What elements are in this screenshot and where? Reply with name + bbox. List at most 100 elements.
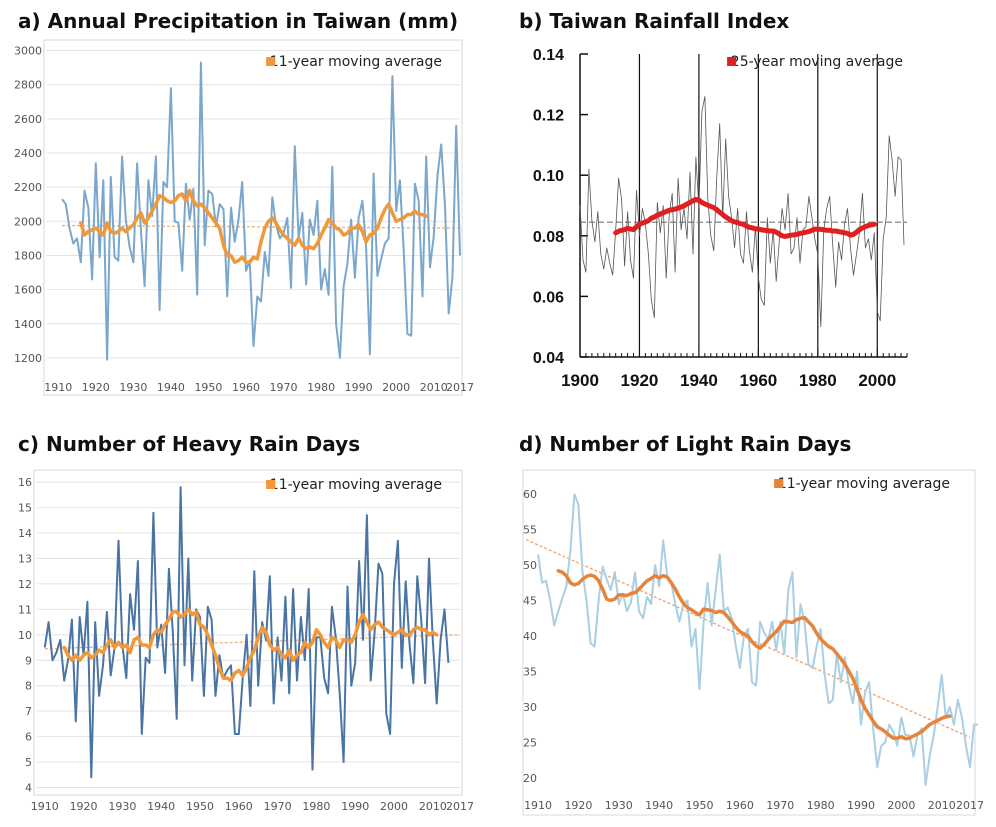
legend-label: 11-year moving average bbox=[270, 54, 442, 70]
x-tick-label: 1990 bbox=[345, 381, 373, 394]
legend-label: 25-year moving average bbox=[731, 54, 903, 70]
x-tick-label: 2010 bbox=[928, 799, 956, 812]
y-tick-label: 20 bbox=[523, 772, 537, 785]
x-tick-label: 1960 bbox=[726, 799, 754, 812]
x-tick-label: 1980 bbox=[799, 371, 837, 390]
y-tick-label: 10 bbox=[18, 629, 32, 642]
y-tick-label: 35 bbox=[523, 665, 537, 678]
legend-swatch bbox=[774, 479, 784, 488]
y-tick-label: 2600 bbox=[14, 113, 42, 126]
x-tick-label: 1990 bbox=[847, 799, 875, 812]
x-tick-label: 1980 bbox=[307, 381, 335, 394]
x-tick-label: 1940 bbox=[157, 381, 185, 394]
x-tick-label: 1930 bbox=[108, 800, 136, 813]
x-tick-label: 1990 bbox=[341, 800, 369, 813]
x-tick-label: 1900 bbox=[561, 371, 599, 390]
x-tick-label: 1980 bbox=[807, 799, 835, 812]
x-tick-label: 1950 bbox=[194, 381, 222, 394]
panel-b: 0.04 0.06 0.08 0.10 0.12 0.14 1900 1920 1940 1960… bbox=[523, 40, 912, 400]
series-annual-line bbox=[61, 61, 461, 361]
x-tick-label: 1920 bbox=[621, 371, 659, 390]
y-tick-label: 1200 bbox=[14, 352, 42, 365]
y-tick-label: 6 bbox=[25, 731, 32, 744]
y-tick-label: 12 bbox=[18, 578, 32, 591]
panel-b-title: b) Taiwan Rainfall Index bbox=[519, 9, 790, 33]
x-tick-label: 1930 bbox=[605, 799, 633, 812]
y-tick-label: 40 bbox=[523, 630, 537, 643]
y-tick-label: 9 bbox=[25, 654, 32, 667]
x-tick-label: 1920 bbox=[70, 800, 98, 813]
x-tick-label: 1970 bbox=[766, 799, 794, 812]
y-tick-label: 0.04 bbox=[533, 350, 564, 367]
x-tick-label: 2017 bbox=[446, 800, 474, 813]
panel-c: 4 5 6 7 8 9 10 11 12 13 14 15 16 1910 1920 1930 1940 1950… bbox=[18, 469, 474, 813]
y-tick-label: 14 bbox=[18, 527, 32, 540]
legend-swatch bbox=[266, 480, 276, 489]
series-annual-line bbox=[43, 486, 450, 779]
x-tick-label: 2000 bbox=[858, 371, 896, 390]
x-tick-label: 1970 bbox=[270, 381, 298, 394]
y-tick-label: 60 bbox=[523, 488, 537, 501]
y-tick-label: 11 bbox=[18, 603, 32, 616]
x-tick-label: 2010 bbox=[419, 800, 447, 813]
series-moving-average-line bbox=[79, 188, 428, 265]
y-tick-label: 50 bbox=[523, 559, 537, 572]
y-tick-label: 55 bbox=[523, 524, 537, 537]
x-tick-label: 2017 bbox=[446, 381, 474, 394]
x-tick-label: 1980 bbox=[302, 800, 330, 813]
x-tick-label: 1930 bbox=[119, 381, 147, 394]
x-tick-label: 1920 bbox=[82, 381, 110, 394]
legend-label: 11-year moving average bbox=[778, 476, 950, 492]
x-tick-label: 2000 bbox=[887, 799, 915, 812]
x-tick-label: 1960 bbox=[739, 371, 777, 390]
y-tick-label: 15 bbox=[18, 502, 32, 515]
series-annual-line bbox=[579, 96, 905, 328]
legend-swatch bbox=[266, 57, 276, 66]
panel-d: 20 25 30 35 40 45 50 55 60 1910 1920 1930 1940 1950 19… bbox=[522, 469, 984, 816]
x-tick-label: 1960 bbox=[232, 381, 260, 394]
x-tick-label: 1960 bbox=[225, 800, 253, 813]
x-tick-label: 2010 bbox=[420, 381, 448, 394]
x-tick-label: 1940 bbox=[680, 371, 718, 390]
y-tick-label: 4 bbox=[25, 781, 32, 794]
y-tick-label: 16 bbox=[18, 476, 32, 489]
y-tick-label: 1400 bbox=[14, 318, 42, 331]
x-tick-label: 1910 bbox=[31, 800, 59, 813]
y-tick-label: 2000 bbox=[14, 215, 42, 228]
legend-swatch bbox=[727, 57, 737, 66]
y-tick-label: 0.12 bbox=[533, 108, 564, 125]
plot-background bbox=[523, 40, 912, 400]
y-tick-label: 2800 bbox=[14, 79, 42, 92]
trend-line bbox=[525, 538, 971, 738]
y-tick-label: 2200 bbox=[14, 181, 42, 194]
y-tick-label: 45 bbox=[523, 595, 537, 608]
y-tick-label: 0.06 bbox=[533, 289, 564, 306]
y-tick-label: 2400 bbox=[14, 147, 42, 160]
x-tick-label: 1940 bbox=[147, 800, 175, 813]
y-tick-label: 13 bbox=[18, 552, 32, 565]
y-tick-label: 0.10 bbox=[533, 168, 564, 185]
x-tick-label: 1910 bbox=[44, 381, 72, 394]
panel-a: 1200 1400 1600 1800 2000 2200 2400 2600 2800 3000… bbox=[14, 39, 474, 396]
y-tick-label: 8 bbox=[25, 680, 32, 693]
y-tick-label: 5 bbox=[25, 756, 32, 769]
series-moving-average-line bbox=[62, 607, 439, 683]
y-tick-label: 25 bbox=[523, 736, 537, 749]
series-moving-average-line bbox=[613, 196, 877, 239]
x-tick-label: 1950 bbox=[686, 799, 714, 812]
x-tick-label: 2000 bbox=[380, 800, 408, 813]
x-tick-label: 1970 bbox=[264, 800, 292, 813]
x-tick-label: 2000 bbox=[382, 381, 410, 394]
legend-label: 11-year moving average bbox=[270, 477, 442, 493]
y-tick-label: 1600 bbox=[14, 284, 42, 297]
x-tick-label: 1910 bbox=[524, 799, 552, 812]
series-moving-average-line bbox=[556, 569, 952, 741]
x-tick-label: 2017 bbox=[956, 799, 984, 812]
y-tick-label: 7 bbox=[25, 705, 32, 718]
y-tick-label: 30 bbox=[523, 701, 537, 714]
y-tick-label: 3000 bbox=[14, 45, 42, 58]
x-tick-label: 1940 bbox=[645, 799, 673, 812]
panel-d-title: d) Number of Light Rain Days bbox=[519, 432, 852, 456]
series-annual-line bbox=[537, 493, 979, 786]
